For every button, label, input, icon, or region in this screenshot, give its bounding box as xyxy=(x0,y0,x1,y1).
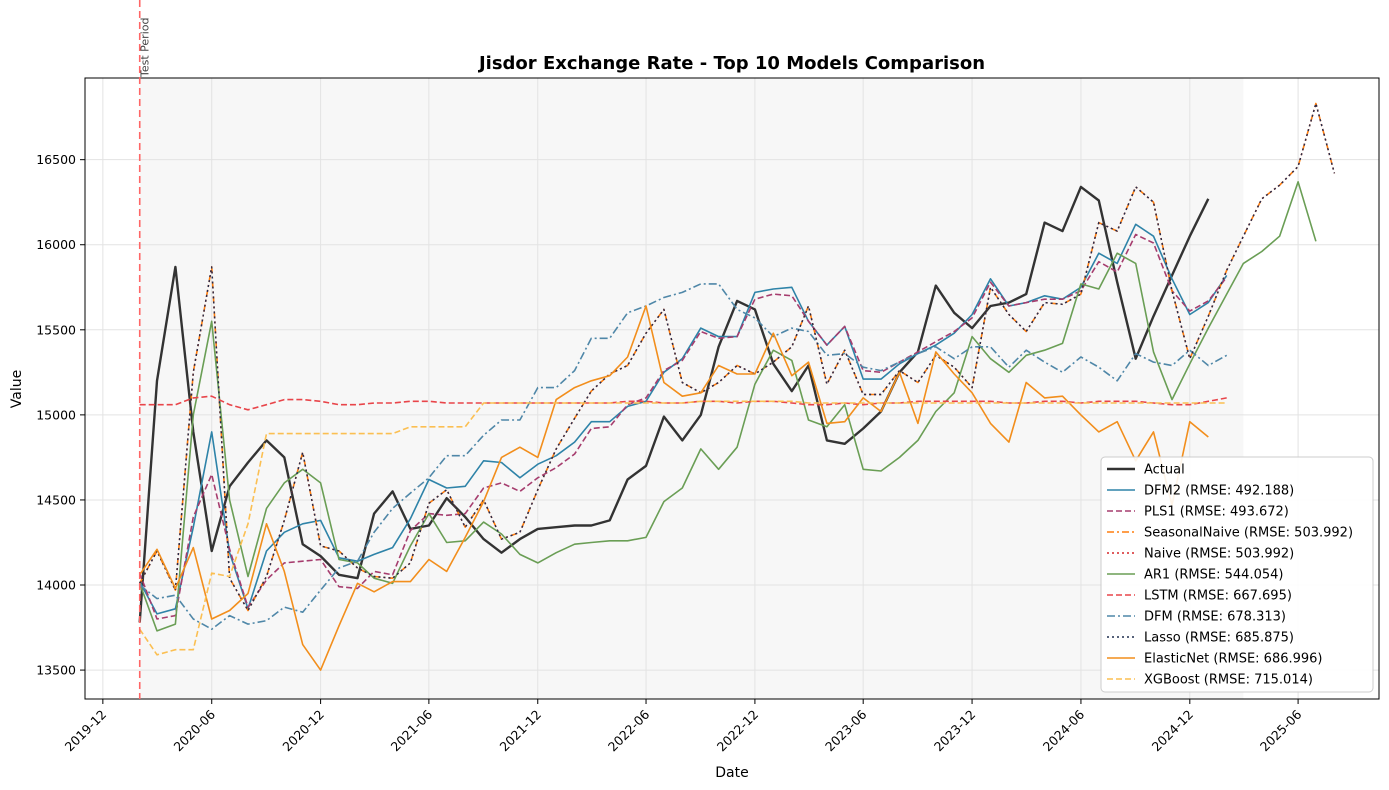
test-period-label: Test Period xyxy=(139,18,152,78)
x-tick-label: 2022-12 xyxy=(714,707,762,755)
series-line-dfm xyxy=(139,283,1228,631)
legend-label: DFM (RMSE: 678.313) xyxy=(1144,610,1286,625)
series-layer xyxy=(138,102,1336,671)
x-tick-label: 2024-06 xyxy=(1040,707,1088,755)
series-line-pls1 xyxy=(138,233,1228,620)
x-tick-label: 2021-12 xyxy=(497,707,545,755)
series-line-lasso xyxy=(139,102,1336,612)
chart-title: Jisdor Exchange Rate - Top 10 Models Com… xyxy=(477,53,985,74)
legend-label: XGBoost (RMSE: 715.014) xyxy=(1144,673,1313,688)
legend-label: LSTM (RMSE: 667.695) xyxy=(1144,589,1292,604)
series-line-actual xyxy=(138,185,1210,623)
series-line-lstm xyxy=(139,395,1227,411)
legend-label: SeasonalNaive (RMSE: 503.992) xyxy=(1144,526,1353,541)
y-axis-label: Value xyxy=(9,370,25,408)
x-tick-label: 2020-06 xyxy=(171,707,219,755)
x-tick-label: 2023-06 xyxy=(822,707,870,755)
legend-label: AR1 (RMSE: 544.054) xyxy=(1144,568,1283,583)
series-line-ar1 xyxy=(138,181,1317,632)
plot-frame xyxy=(84,77,1380,700)
legend-label: Lasso (RMSE: 685.875) xyxy=(1144,631,1294,646)
series-line-xgboost xyxy=(139,400,1227,656)
x-tick-label: 2019-12 xyxy=(62,707,110,755)
legend-label: Naive (RMSE: 503.992) xyxy=(1144,547,1294,562)
x-axis-label: Date xyxy=(715,765,748,781)
x-tick-label: 2022-06 xyxy=(605,707,653,755)
legend: Actual DFM2 (RMSE: 492.188) PLS1 (RMSE: 49… xyxy=(1100,456,1374,693)
x-tick-label: 2025-06 xyxy=(1257,707,1305,755)
y-tick-label: 15500 xyxy=(36,322,76,337)
y-tick-label: 16000 xyxy=(36,237,76,252)
series-line-dfm2 xyxy=(138,223,1228,615)
legend-box xyxy=(1100,456,1374,693)
y-tick-label: 15000 xyxy=(36,407,76,422)
legend-label: DFM2 (RMSE: 492.188) xyxy=(1144,484,1294,499)
series-line-elasticnet xyxy=(139,305,1209,671)
y-tick-label: 16500 xyxy=(36,152,76,167)
y-tick-label: 14500 xyxy=(36,492,76,507)
x-tick-label: 2020-12 xyxy=(279,707,327,755)
legend-label: Actual xyxy=(1144,463,1185,478)
x-tick-label: 2023-12 xyxy=(931,707,979,755)
x-tick-label: 2021-06 xyxy=(388,707,436,755)
legend-label: PLS1 (RMSE: 493.672) xyxy=(1144,505,1289,520)
y-tick-label: 13500 xyxy=(36,663,76,678)
x-tick-label: 2024-12 xyxy=(1149,707,1197,755)
y-tick-label: 14000 xyxy=(36,578,76,593)
legend-label: ElasticNet (RMSE: 686.996) xyxy=(1144,652,1323,667)
